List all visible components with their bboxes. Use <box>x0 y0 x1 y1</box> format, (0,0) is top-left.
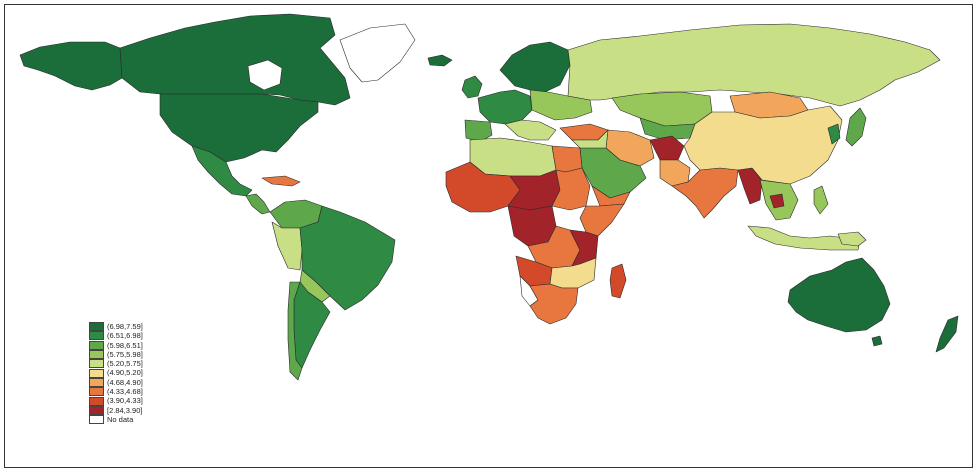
legend-swatch <box>89 396 104 406</box>
region-hudson-bay <box>247 59 283 91</box>
region-korea <box>827 123 841 145</box>
region-maghreb <box>469 137 557 177</box>
region-canada <box>119 13 351 106</box>
legend-swatch <box>89 331 104 341</box>
region-iceland <box>427 54 453 67</box>
region-levant-iraq <box>571 129 609 149</box>
region-caribbean <box>261 175 301 187</box>
region-arabia <box>579 147 647 199</box>
region-southern-africa <box>529 283 579 325</box>
region-afghanistan <box>649 135 685 161</box>
legend-label: (5.98,6.51] <box>107 340 143 350</box>
legend-label: (5.20,5.75] <box>107 359 143 369</box>
legend-label: (4.90,5.20] <box>107 368 143 378</box>
region-iberia <box>464 119 493 143</box>
legend-label: (3.90,4.33] <box>107 396 143 406</box>
region-western-europe <box>477 89 533 125</box>
legend-swatch <box>89 387 104 397</box>
region-cambodia <box>769 193 785 209</box>
legend-swatch <box>89 359 104 369</box>
region-uk-ireland <box>461 75 483 99</box>
region-central-america <box>245 193 271 215</box>
region-australia <box>787 257 891 333</box>
region-eastern-europe <box>529 89 593 121</box>
legend-swatch <box>89 377 104 387</box>
region-mexico <box>191 145 253 197</box>
region-china <box>683 105 843 185</box>
region-japan <box>845 107 867 147</box>
region-alaska <box>19 41 123 91</box>
legend-label: (6.98,7.59] <box>107 322 143 331</box>
region-madagascar <box>609 263 627 299</box>
legend-item: [2.84,3.90] <box>89 406 143 415</box>
legend-item: (4.68,4.90] <box>89 378 143 387</box>
legend-swatch <box>89 405 104 415</box>
region-yemen <box>591 185 631 207</box>
legend-item: (4.33,4.68] <box>89 387 143 397</box>
legend-label: (6.51,6.98] <box>107 331 143 341</box>
region-new-guinea <box>837 231 867 247</box>
legend-item: (3.90,4.33] <box>89 396 143 406</box>
legend-item: No data <box>89 414 143 425</box>
legend-label: No data <box>107 414 134 424</box>
legend-swatch <box>89 415 104 425</box>
region-kazakhstan <box>611 91 713 127</box>
region-new-zealand <box>935 315 959 353</box>
region-egypt <box>551 145 583 173</box>
legend-swatch <box>89 350 104 360</box>
region-india <box>671 167 739 219</box>
legend-label: (5.75,5.98] <box>107 349 143 359</box>
legend-swatch <box>89 340 104 350</box>
legend-item: (5.98,6.51] <box>89 341 143 350</box>
region-ecuador-peru <box>271 221 303 271</box>
region-usa <box>159 93 319 163</box>
legend-swatch <box>89 322 104 332</box>
region-greenland <box>339 23 416 83</box>
legend-item: (6.98,7.59] <box>89 322 143 332</box>
legend-item: (4.90,5.20] <box>89 368 143 378</box>
region-chile <box>287 281 303 381</box>
region-scandinavia <box>499 41 571 93</box>
legend-item: (5.75,5.98] <box>89 349 143 360</box>
legend-label: (4.33,4.68] <box>107 387 143 397</box>
legend-item: (5.20,5.75] <box>89 359 143 369</box>
legend-swatch <box>89 368 104 378</box>
region-tasmania <box>871 335 883 347</box>
legend-item: (6.51,6.98] <box>89 331 143 341</box>
region-pakistan <box>659 159 691 187</box>
legend-label: (4.68,4.90] <box>107 377 143 387</box>
region-horn-of-africa <box>579 203 625 237</box>
map-legend: (6.98,7.59] (6.51,6.98] (5.98,6.51] (5.75,5… <box>89 322 143 425</box>
region-italy-balkans <box>504 119 557 141</box>
legend-label: [2.84,3.90] <box>107 405 143 415</box>
region-philippines <box>813 185 829 215</box>
